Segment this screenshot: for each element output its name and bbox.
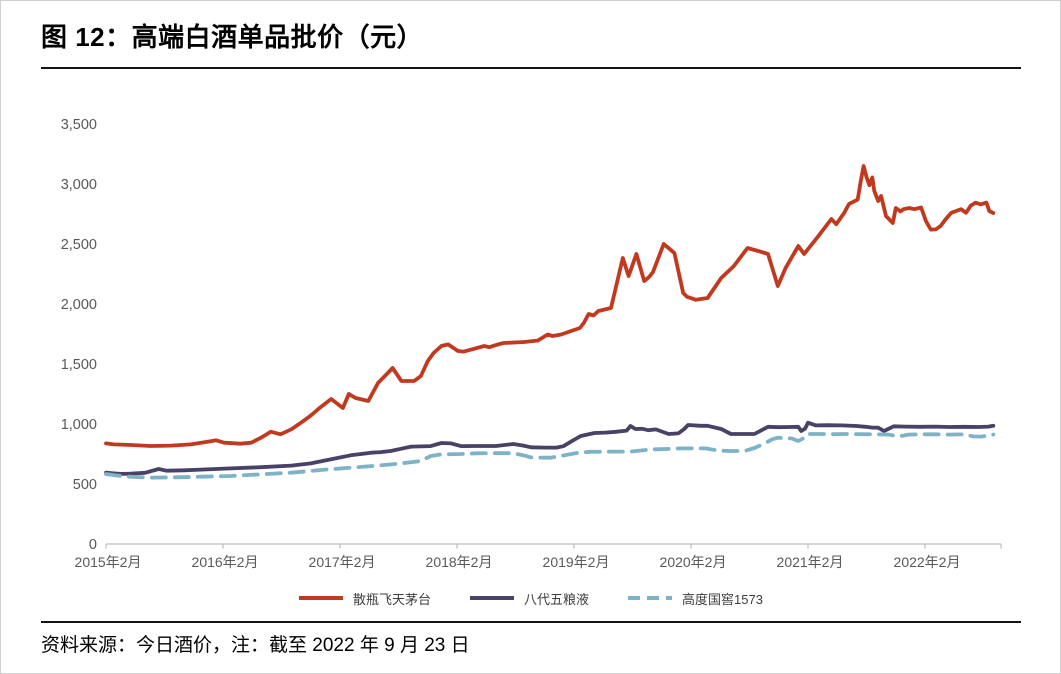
legend-line-swatch-solid xyxy=(470,596,515,600)
legend-line-swatch-dashed xyxy=(628,596,673,600)
x-tick-label: 2018年2月 xyxy=(426,554,493,570)
y-tick-label: 1,500 xyxy=(61,357,97,373)
x-tick-label: 2017年2月 xyxy=(309,554,376,570)
legend-item-moutai: 散瓶飞天茅台 xyxy=(298,589,431,608)
source-note: 资料来源：今日酒价，注：截至 2022 年 9 月 23 日 xyxy=(41,635,470,656)
x-tick-label: 2016年2月 xyxy=(192,554,259,570)
legend-label: 高度国窖1573 xyxy=(682,591,763,607)
title-divider-line xyxy=(41,67,1021,69)
series-line-0 xyxy=(104,164,996,448)
y-tick-label: 3,500 xyxy=(61,117,97,133)
legend-label: 八代五粮液 xyxy=(524,591,590,607)
y-tick-label: 500 xyxy=(73,477,97,493)
x-tick-label: 2020年2月 xyxy=(660,554,727,570)
x-tick-label: 2019年2月 xyxy=(543,554,610,570)
series-line-1 xyxy=(104,420,996,476)
chart-legend: 散瓶飞天茅台 八代五粮液 高度国窖1573 xyxy=(1,587,1060,609)
figure-title: 图 12：高端白酒单品批价（元） xyxy=(41,22,424,52)
legend-label: 散瓶飞天茅台 xyxy=(353,591,432,607)
series-line-2 xyxy=(104,432,996,480)
footer-divider-line xyxy=(41,621,1021,623)
x-tick-label: 2022年2月 xyxy=(894,554,961,570)
x-tick-label: 2021年2月 xyxy=(777,554,844,570)
y-tick-label: 3,000 xyxy=(61,177,97,193)
y-tick-label: 0 xyxy=(89,537,97,553)
x-tick-label: 2015年2月 xyxy=(75,554,142,570)
legend-item-guojiao1573: 高度国窖1573 xyxy=(627,589,763,608)
legend-item-wuliangye: 八代五粮液 xyxy=(469,589,589,608)
y-tick-label: 2,500 xyxy=(61,237,97,253)
legend-line-swatch-solid xyxy=(299,596,344,600)
y-tick-label: 2,000 xyxy=(61,297,97,313)
y-tick-label: 1,000 xyxy=(61,417,97,433)
